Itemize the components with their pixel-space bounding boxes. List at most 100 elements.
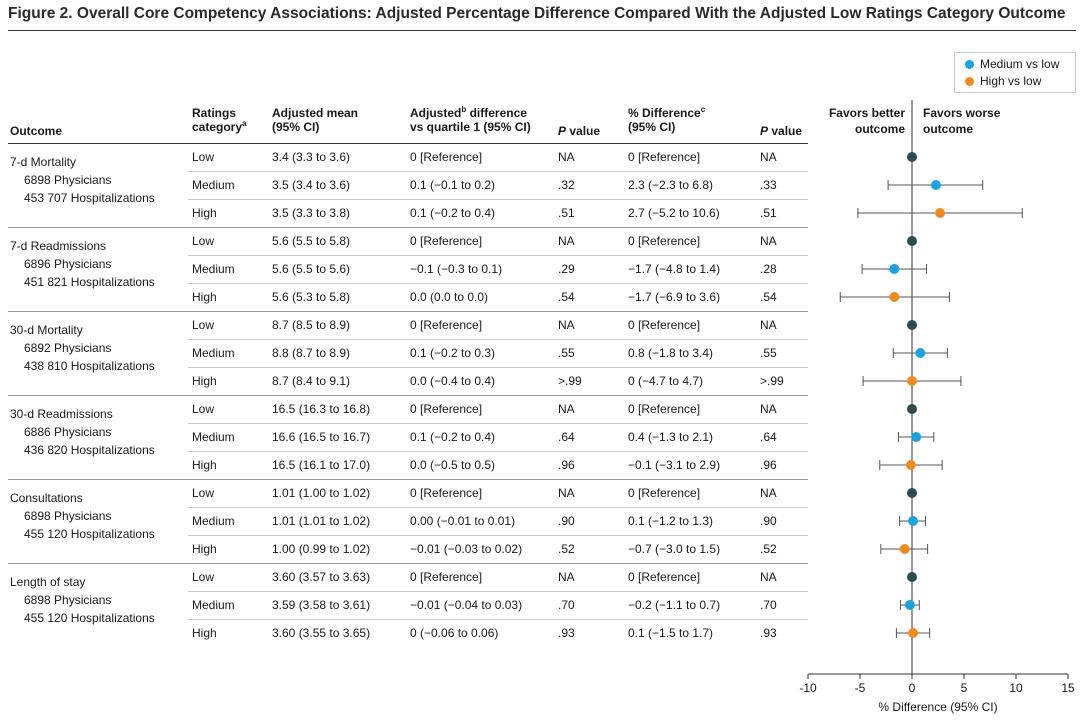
point-low (907, 404, 917, 414)
legend-item-high: High vs low (965, 73, 1041, 89)
cell-pct: −0.7 (−3.0 to 1.5) (628, 542, 721, 556)
cell-p: .64 (558, 430, 575, 444)
cell-diff: 0 (−0.06 to 0.06) (410, 626, 499, 640)
cell-p2: >.99 (760, 374, 784, 388)
x-tick-label: -5 (855, 681, 866, 695)
outcome-group: Consultations 6898 Physicians 455 120 Hosp… (10, 489, 155, 543)
point-high (899, 544, 910, 554)
row-divider (188, 591, 808, 592)
cell-category: Low (192, 150, 215, 164)
cell-p2: .28 (760, 262, 777, 276)
row-divider (188, 451, 808, 452)
row-divider (188, 619, 808, 620)
header-ratings-line2: categorya (192, 119, 247, 135)
outcome-group: 30-d Mortality 6892 Physicians 438 810 Hos… (10, 321, 155, 375)
cell-p: .51 (558, 206, 575, 220)
legend: Medium vs low High vs low (954, 52, 1076, 93)
cell-mean: 3.5 (3.3 to 3.8) (272, 206, 351, 220)
header-pct-difference: % Differencec (95% CI) (628, 106, 705, 135)
outcome-group: Length of stay 6898 Physicians 455 120 Hos… (10, 573, 155, 627)
group-divider (8, 479, 808, 480)
cell-p2: NA (760, 402, 777, 416)
point-medium (915, 348, 926, 358)
cell-p2: .93 (760, 626, 777, 640)
outcome-name: Length of stay (10, 575, 86, 589)
outcome-physicians: 6892 Physicians (24, 341, 112, 355)
point-medium (930, 180, 941, 190)
cell-p2: .90 (760, 514, 777, 528)
cell-pct: 0.1 (−1.2 to 1.3) (628, 514, 714, 528)
row-divider (188, 171, 808, 172)
header-ratings-line1: Ratings (192, 106, 237, 120)
cell-pct: 0.4 (−1.3 to 2.1) (628, 430, 714, 444)
cell-p: .90 (558, 514, 575, 528)
outcome-physicians: 6886 Physicians (24, 425, 112, 439)
header-adjusted-difference: Adjustedb difference vs quartile 1 (95% … (410, 106, 531, 135)
cell-p: .55 (558, 346, 575, 360)
point-high (905, 460, 916, 470)
figure-title: Figure 2. Overall Core Competency Associ… (8, 5, 1066, 22)
cell-pct: −1.7 (−4.8 to 1.4) (628, 262, 721, 276)
cell-p2: .64 (760, 430, 777, 444)
cell-diff: 0.0 (−0.4 to 0.4) (410, 374, 496, 388)
row-divider (188, 423, 808, 424)
row-divider (188, 255, 808, 256)
cell-mean: 16.6 (16.5 to 16.7) (272, 430, 371, 444)
cell-p: NA (558, 402, 575, 416)
cell-pct: 2.7 (−5.2 to 10.6) (628, 206, 720, 220)
cell-p: NA (558, 570, 575, 584)
cell-diff: 0 [Reference] (410, 318, 483, 332)
cell-diff: 0.00 (−0.01 to 0.01) (410, 514, 516, 528)
cell-pct: −1.7 (−6.9 to 3.6) (628, 290, 721, 304)
cell-p: .96 (558, 458, 575, 472)
cell-category: High (192, 626, 217, 640)
cell-pct: 0 [Reference] (628, 570, 701, 584)
point-high (935, 208, 946, 218)
cell-diff: −0.1 (−0.3 to 0.1) (410, 262, 503, 276)
cell-p2: .55 (760, 346, 777, 360)
group-divider (8, 563, 808, 564)
cell-diff: 0.1 (−0.1 to 0.2) (410, 178, 496, 192)
point-high (908, 628, 919, 638)
cell-mean: 16.5 (16.1 to 17.0) (272, 458, 371, 472)
group-divider (8, 311, 808, 312)
cell-category: Medium (192, 346, 235, 360)
cell-category: Medium (192, 430, 235, 444)
legend-item-medium: Medium vs low (965, 56, 1059, 72)
cell-mean: 8.8 (8.7 to 8.9) (272, 346, 351, 360)
cell-mean: 8.7 (8.4 to 9.1) (272, 374, 351, 388)
point-low (907, 488, 917, 498)
cell-category: Low (192, 570, 215, 584)
cell-diff: 0.1 (−0.2 to 0.4) (410, 430, 496, 444)
cell-category: Medium (192, 598, 235, 612)
cell-category: Low (192, 402, 215, 416)
cell-pct: 0 [Reference] (628, 318, 701, 332)
point-low (907, 572, 917, 582)
cell-p: NA (558, 486, 575, 500)
outcome-group: 7-d Mortality 6898 Physicians 453 707 Hosp… (10, 153, 155, 207)
x-tick-label: -10 (799, 681, 817, 695)
point-low (907, 236, 917, 246)
x-tick-label: 15 (1061, 681, 1075, 695)
header-pct-difference-line2: (95% CI) (628, 120, 676, 134)
cell-mean: 3.5 (3.4 to 3.6) (272, 178, 351, 192)
cell-mean: 5.6 (5.3 to 5.8) (272, 290, 351, 304)
cell-diff: −0.01 (−0.03 to 0.02) (410, 542, 523, 556)
outcome-hospitalizations: 451 821 Hospitalizations (24, 275, 155, 289)
cell-mean: 8.7 (8.5 to 8.9) (272, 318, 351, 332)
cell-p2: NA (760, 150, 777, 164)
row-divider (188, 339, 808, 340)
cell-pct: 0 [Reference] (628, 234, 701, 248)
cell-pct: −0.2 (−1.1 to 0.7) (628, 598, 721, 612)
row-divider (188, 507, 808, 508)
cell-p2: .70 (760, 598, 777, 612)
outcome-hospitalizations: 455 120 Hospitalizations (24, 527, 155, 541)
cell-mean: 1.01 (1.00 to 1.02) (272, 486, 371, 500)
outcome-physicians: 6898 Physicians (24, 173, 112, 187)
point-high (889, 292, 900, 302)
cell-p: NA (558, 150, 575, 164)
legend-dot-icon (965, 77, 974, 86)
outcome-name: 7-d Readmissions (10, 239, 107, 253)
header-adjusted-mean-line1: Adjusted mean (272, 106, 359, 120)
cell-category: High (192, 458, 217, 472)
